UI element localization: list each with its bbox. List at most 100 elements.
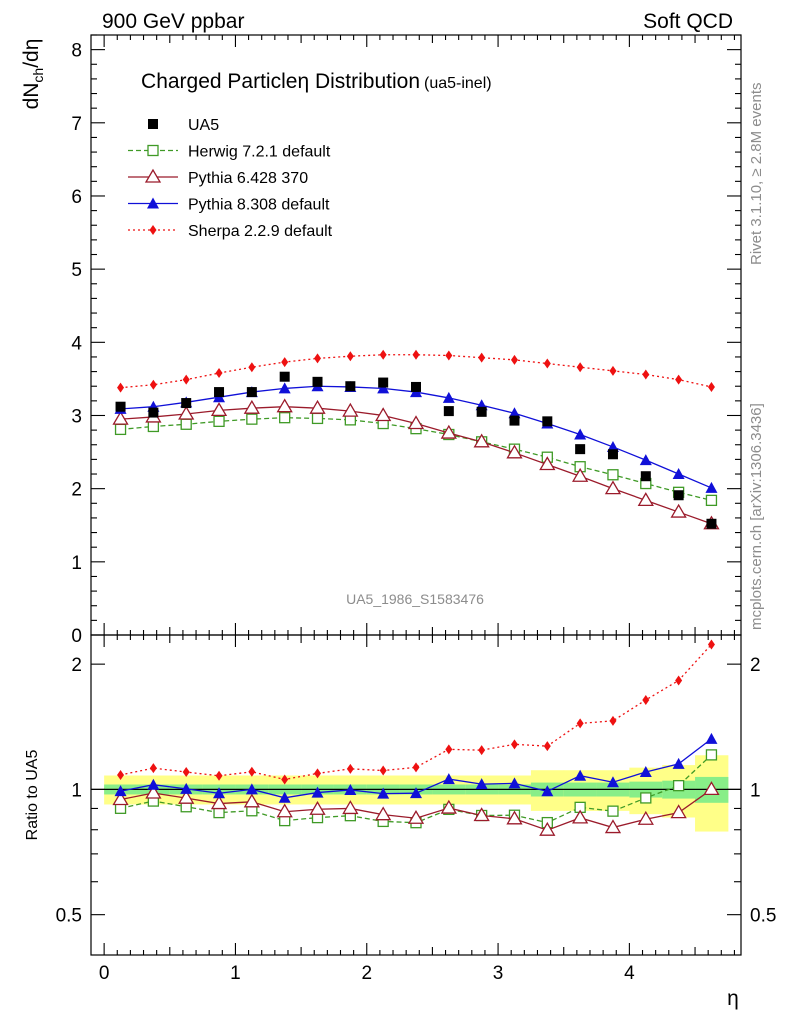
y-tick-label: 7 [71, 114, 82, 135]
chart-title-suffix: (ua5-inel) [424, 75, 492, 92]
series-point-2 [606, 440, 619, 452]
ratio-point-2 [705, 732, 718, 744]
series-point-3 [314, 353, 322, 364]
data-point [279, 371, 290, 382]
ratio-point-3 [346, 763, 354, 774]
ratio-point-2 [410, 787, 422, 799]
data-point [607, 449, 618, 460]
ratio-point-0 [672, 780, 685, 792]
data-point [115, 401, 126, 412]
series-point-2 [639, 454, 652, 466]
ratio-point-2 [377, 787, 390, 799]
legend-label: UA5 [188, 117, 219, 134]
data-point [542, 416, 553, 427]
data-point [411, 381, 421, 392]
series-point-1 [342, 402, 359, 417]
ratio-y-axis-label: Ratio to UA5 [24, 750, 41, 841]
ratio-point-1 [243, 793, 260, 808]
mcplots-label: mcplots.cern.ch [arXiv:1306.3436] [748, 403, 765, 630]
series-point-3 [215, 368, 223, 379]
series-point-3 [248, 362, 256, 373]
series-point-1 [539, 456, 556, 471]
x-tick-label: 0 [99, 963, 110, 984]
ratio-point-1 [210, 795, 228, 810]
ratio-point-3 [412, 762, 420, 773]
data-point [214, 387, 225, 398]
ratio-point-1 [178, 789, 195, 804]
legend-entry: Herwig 7.2.1 default [128, 144, 331, 161]
header-right: Soft QCD [643, 10, 733, 33]
y-tick-label: 5 [71, 260, 82, 281]
series-line-2 [120, 385, 712, 489]
ratio-point-3 [510, 739, 518, 750]
ratio-point-1 [276, 803, 293, 818]
series-point-3 [675, 374, 683, 385]
ratio-y-tick-label: 0.5 [56, 906, 82, 927]
y-tick-label: 2 [71, 480, 82, 501]
ratio-point-3 [314, 768, 322, 779]
ratio-point-3 [445, 744, 453, 755]
ratio-point-2 [147, 778, 160, 790]
series-point-1 [243, 399, 260, 414]
series-point-0 [705, 494, 718, 507]
ratio-point-2 [541, 785, 554, 797]
data-point [575, 444, 586, 455]
legend-marker [147, 144, 159, 157]
series-point-3 [609, 365, 617, 376]
data-point [706, 518, 717, 529]
series-point-3 [412, 349, 420, 360]
series-point-1 [309, 399, 326, 414]
series-point-3 [576, 362, 584, 373]
chart-title: Charged Particleη Distribution [141, 70, 420, 93]
tick-labels: 0 1 2 3 4 0 1 2 3 4 5 6 7 8 0.5 0.5 1 1 2 2 [56, 41, 777, 984]
ratio-point-2 [639, 765, 652, 777]
y-axis-label: dNch/dη [20, 39, 46, 110]
ratio-point-3 [182, 767, 190, 778]
legend-marker [144, 168, 162, 183]
ratio-point-1 [473, 807, 490, 822]
legend-label: Pythia 8.308 default [188, 197, 330, 214]
ratio-point-1 [637, 810, 654, 825]
series-point-2 [442, 391, 455, 403]
ratio-point-1 [375, 806, 392, 821]
series-point-0 [311, 412, 324, 425]
data-point [443, 406, 454, 417]
legend-entry: UA5 [148, 117, 219, 134]
ratio-point-2 [180, 782, 193, 794]
data-point [378, 377, 389, 388]
header-left: 900 GeV ppbar [102, 10, 244, 33]
data-point [345, 381, 356, 392]
series-point-3 [478, 352, 486, 363]
ratio-y-tick-label-right: 1 [750, 780, 761, 801]
ratio-frame [90, 634, 742, 956]
data-point [476, 406, 487, 417]
series-point-3 [182, 374, 190, 385]
ratio-point-1 [539, 821, 556, 836]
legend-entry: Pythia 8.308 default [128, 197, 330, 214]
legend-label: Herwig 7.2.1 default [188, 144, 331, 161]
ratio-point-3 [642, 694, 650, 705]
ratio-point-3 [281, 774, 289, 785]
series-point-3 [379, 349, 387, 360]
series-point-1 [572, 467, 589, 482]
ratio-point-1 [572, 809, 589, 824]
data-point [509, 415, 520, 426]
series-point-0 [607, 469, 619, 481]
legend-marker [148, 119, 158, 129]
ratio-point-1 [309, 800, 326, 815]
ratio-point-3 [675, 675, 683, 686]
ratio-point-3 [543, 741, 551, 752]
series-point-3 [445, 350, 453, 361]
ratio-point-1 [506, 810, 523, 825]
ratio-point-3 [149, 763, 157, 774]
series-point-3 [281, 357, 289, 368]
series-point-2 [278, 382, 291, 394]
data-point [181, 398, 192, 409]
x-tick-label: 3 [493, 963, 504, 984]
ratio-point-3 [379, 765, 387, 776]
x-tick-label: 4 [624, 963, 635, 984]
ratio-point-2 [442, 773, 455, 785]
ratio-point-1 [604, 819, 622, 834]
series-point-3 [642, 369, 650, 380]
